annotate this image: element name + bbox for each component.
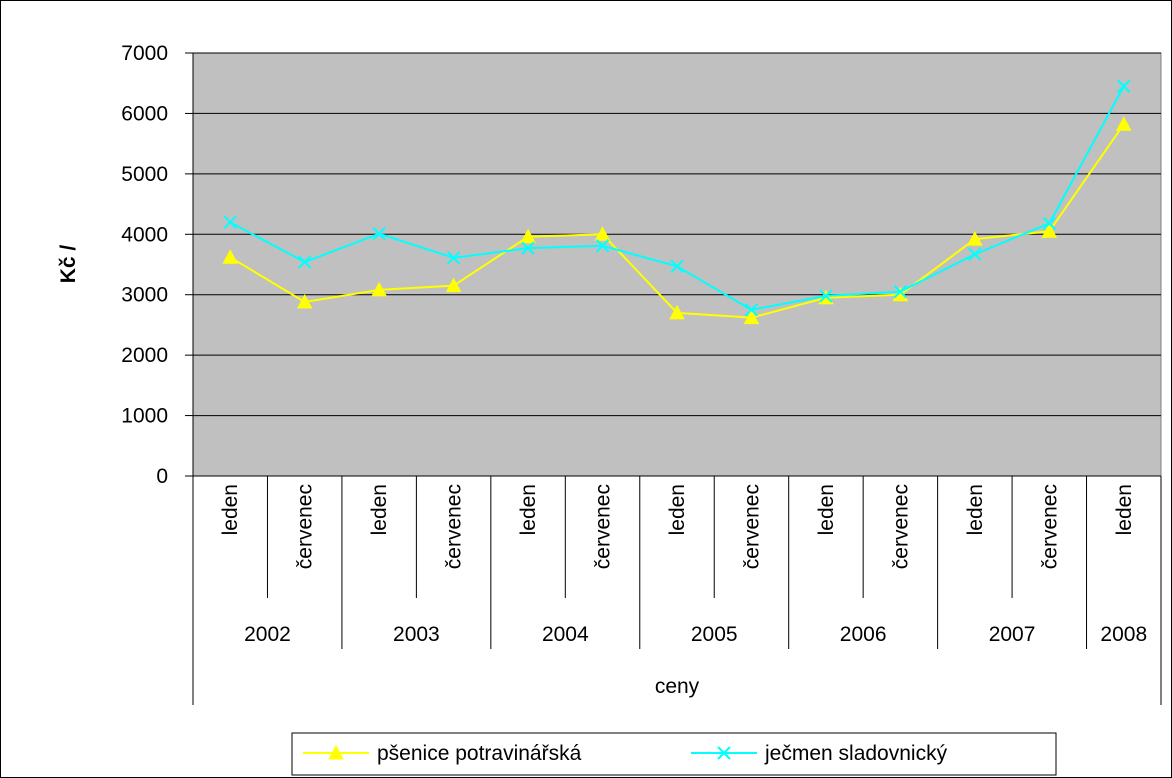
x-tick-label-month: leden bbox=[517, 484, 540, 535]
x-tick-label-month: červenec bbox=[889, 484, 912, 569]
x-year-label: 2007 bbox=[989, 623, 1036, 646]
data-point bbox=[743, 309, 760, 325]
data-point bbox=[521, 241, 535, 255]
data-point bbox=[670, 259, 684, 274]
legend-item: ječmen sladovnický bbox=[691, 742, 948, 765]
data-point bbox=[372, 226, 386, 241]
x-year-label: 2008 bbox=[1100, 623, 1147, 646]
data-point bbox=[967, 231, 983, 246]
y-tick-label: 1000 bbox=[121, 405, 168, 428]
legend-label: pšenice potravinářská bbox=[377, 742, 582, 765]
data-point bbox=[669, 304, 685, 320]
y-tick-label: 2000 bbox=[121, 344, 168, 367]
data-point bbox=[371, 281, 387, 297]
y-axis: 0 1000 2000 3000 4000 5000 6000 7000 bbox=[121, 42, 194, 488]
x-year-label: 2003 bbox=[393, 623, 440, 646]
x-year-label: 2006 bbox=[840, 623, 887, 646]
x-tick-label-month: leden bbox=[815, 484, 838, 535]
x-tick-label-month: leden bbox=[368, 484, 391, 535]
data-point bbox=[222, 249, 239, 264]
data-point bbox=[520, 228, 536, 244]
data-point bbox=[1042, 216, 1057, 231]
x-tick-label-month: leden bbox=[964, 484, 987, 535]
data-point bbox=[819, 289, 833, 303]
x-tick-label-month: červenec bbox=[592, 484, 615, 569]
x-tick-label-month: leden bbox=[666, 484, 689, 535]
x-tick-label-month: červenec bbox=[294, 484, 317, 569]
legend-marker bbox=[328, 744, 344, 760]
y-axis-label: Kč / bbox=[57, 245, 80, 284]
x-year-label: 2004 bbox=[542, 623, 589, 646]
legend-box bbox=[291, 732, 1057, 776]
x-tick-label-month: červenec bbox=[740, 484, 763, 569]
data-point bbox=[223, 215, 237, 229]
data-point bbox=[595, 239, 610, 253]
legend-marker bbox=[717, 746, 731, 760]
data-point bbox=[744, 303, 759, 317]
legend-item: pšenice potravinářská bbox=[303, 742, 582, 765]
series-1 bbox=[222, 116, 1132, 325]
series-2 bbox=[223, 79, 1131, 317]
x-tick-label-month: červenec bbox=[443, 484, 466, 569]
data-point bbox=[968, 247, 982, 261]
data-point bbox=[594, 226, 611, 241]
x-year-label: 2002 bbox=[244, 623, 291, 646]
legend: pšenice potravinářská ječmen sladovnický bbox=[291, 732, 1057, 776]
data-point bbox=[296, 293, 313, 309]
x-tick-label-month: leden bbox=[1113, 484, 1136, 535]
y-tick-label: 3000 bbox=[121, 284, 168, 307]
y-tick-label: 0 bbox=[156, 465, 168, 488]
plot-area bbox=[192, 52, 1162, 477]
data-point bbox=[1041, 223, 1058, 238]
data-point bbox=[297, 255, 312, 269]
data-point bbox=[893, 284, 908, 299]
data-point bbox=[1117, 79, 1131, 93]
x-tick-label-month: leden bbox=[219, 484, 242, 535]
data-point bbox=[1115, 116, 1132, 131]
x-tick-label-month: červenec bbox=[1038, 484, 1061, 569]
y-tick-label: 7000 bbox=[121, 42, 168, 65]
series-layer bbox=[222, 79, 1132, 325]
y-tick-label: 4000 bbox=[121, 223, 168, 246]
legend-label: ječmen sladovnický bbox=[764, 742, 948, 765]
x-axis-label: ceny bbox=[655, 675, 700, 698]
data-point bbox=[445, 277, 462, 293]
y-tick-label: 6000 bbox=[121, 102, 168, 125]
x-year-label: 2005 bbox=[691, 623, 738, 646]
data-point bbox=[446, 251, 461, 265]
y-tick-label: 5000 bbox=[121, 163, 168, 186]
x-axis: leden červenec leden červenec leden červenec l… bbox=[192, 475, 1162, 705]
